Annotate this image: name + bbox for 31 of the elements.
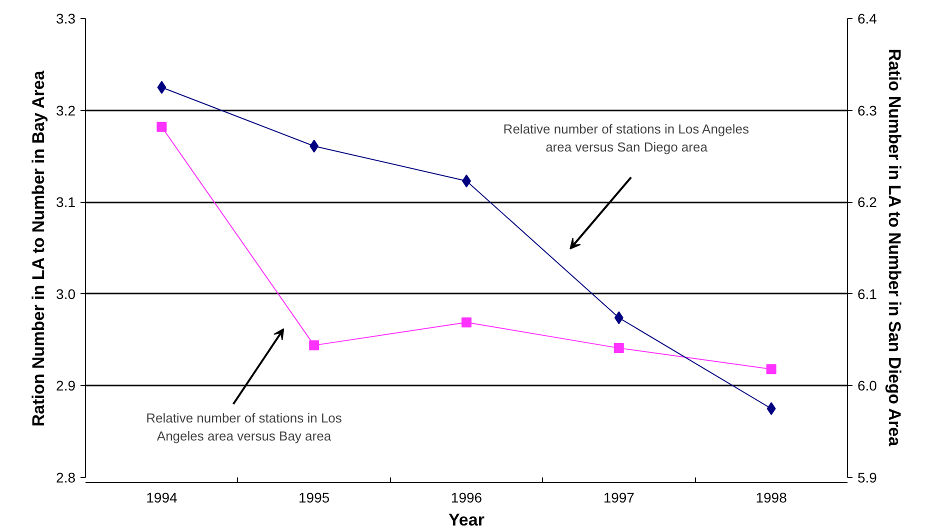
y2-tick-label: 6.3 [858, 102, 878, 118]
x-tick-label: 1997 [603, 490, 635, 506]
point [157, 80, 166, 94]
point [766, 364, 776, 374]
y-tick-label: 3.0 [56, 286, 76, 302]
point [462, 317, 472, 328]
x-tick-label: 1998 [756, 490, 788, 506]
y2-tick-label: 5.9 [858, 470, 878, 486]
annotation: Relative number of stations in Los Angeles area versus San Diego area [503, 121, 750, 154]
point [766, 402, 776, 416]
point [156, 122, 167, 132]
y2-tick-label: 6.4 [858, 10, 878, 26]
y-tick-label: 3.3 [56, 10, 76, 26]
y2-tick-label: 6.2 [858, 194, 878, 210]
y-tick-label: 2.9 [56, 378, 76, 394]
y-axis-title: Ration Number in LA to Number in Bay Area [29, 70, 48, 427]
y2-tick-label: 6.1 [858, 286, 878, 302]
point [309, 340, 320, 350]
x-tick-label: 1995 [298, 490, 330, 506]
annotation: Relative number of stations in Los Angeles area versus Bay area [146, 410, 342, 444]
y-tick-label: 2.8 [56, 470, 76, 486]
point [310, 140, 319, 153]
x-axis-title: Year [448, 510, 485, 530]
point [614, 311, 624, 324]
y-tick-label: 3.2 [56, 102, 76, 118]
y2-tick-label: 6.0 [858, 378, 878, 394]
y2-axis-title: Ratio Number in LA to Number in San Diego Area [884, 48, 904, 447]
x-tick-label: 1996 [450, 490, 482, 506]
x-tick-label: 1994 [146, 490, 178, 506]
y-tick-label: 3.1 [56, 194, 76, 210]
point [614, 343, 624, 354]
